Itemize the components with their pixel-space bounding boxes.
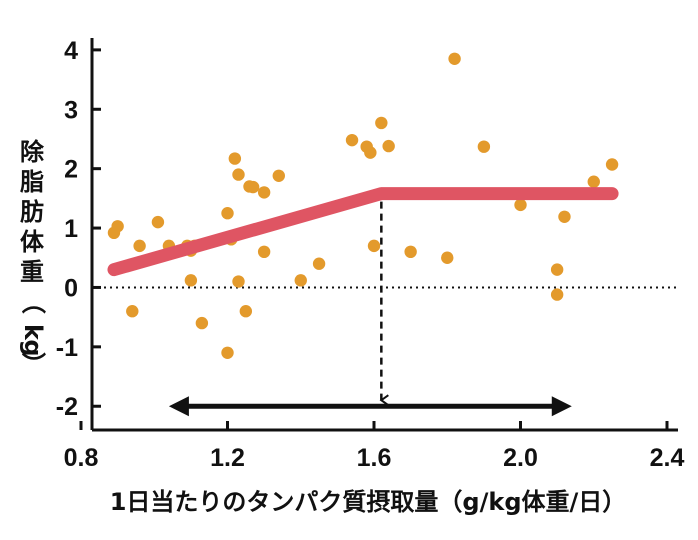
x-tick-label: 1.6 [357,444,392,472]
x-tick-label: 2.4 [650,444,685,472]
data-point [133,239,146,253]
data-point [605,158,619,171]
y-tick-label: 3 [64,96,78,124]
x-tick-label: 0.8 [64,444,99,472]
range-arrow-left-head [168,396,189,417]
x-tick-label: 2.0 [503,444,538,472]
data-point [232,275,245,288]
y-axis-title-char: （ [19,290,47,314]
y-tick-label: 2 [64,156,78,184]
data-point [246,180,260,194]
segmented-trend-line [107,187,619,277]
y-axis-title-char: 除 [20,138,45,166]
x-axis-title: 1日当たりのタンパク質摂取量（g/kg体重/日） [110,488,627,516]
data-point [312,257,326,270]
y-axis-title-char: ） [19,352,47,376]
data-point [345,133,359,147]
data-point [195,316,209,330]
data-point [184,274,198,287]
data-point [550,288,564,301]
data-point [404,245,417,259]
y-axis-title-char: 肪 [20,198,44,226]
data-point [239,305,253,318]
range-arrow-right-head [551,396,572,417]
x-axis-ticks: 0.8 1.2 1.6 2.0 2.4 [64,421,685,472]
y-axis-title-char: 脂 [20,168,44,196]
data-point [221,346,234,359]
data-point [111,220,124,233]
y-tick-label: -1 [56,334,78,362]
axes: 4 3 2 1 0 -1 -2 0.8 1.2 1.6 2.0 2.4 [56,37,685,472]
y-tick-label: 1 [64,215,78,243]
data-point [550,263,564,276]
data-point [294,274,307,287]
data-point [367,239,381,253]
data-point [364,146,377,159]
data-point [228,152,242,165]
data-point [514,198,527,212]
data-point [232,168,245,181]
data-points [107,52,619,359]
data-point [257,186,271,199]
data-point [375,116,388,130]
data-point [477,140,491,153]
data-point [221,207,234,220]
y-axis-title-char: 体 [20,228,45,256]
range-double-arrow [168,396,572,417]
data-point [448,52,461,65]
y-axis-title-char: g [19,339,47,356]
y-axis-title-char: 重 [20,258,44,286]
y-tick-label: 0 [64,274,78,302]
data-point [441,251,454,264]
data-point [272,169,285,182]
data-point [382,139,395,153]
data-point [558,210,571,223]
data-point [587,175,600,188]
data-point [151,215,165,229]
data-point [126,305,139,318]
y-tick-label: 4 [64,37,78,65]
y-tick-label: -2 [56,393,78,421]
data-point [257,245,271,259]
y-axis-ticks: 4 3 2 1 0 -1 -2 [56,37,101,421]
y-axis-title-char: k [19,324,47,341]
plot-area [92,52,678,417]
x-tick-label: 1.2 [210,444,245,472]
